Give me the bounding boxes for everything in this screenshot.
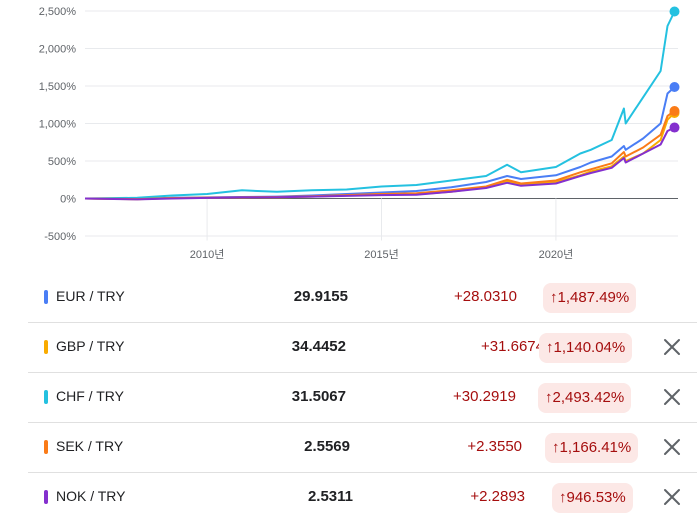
percent-change-badge: ↑1,487.49% (543, 283, 637, 313)
comparison-list: EUR / TRY 29.9155 +28.0310 ↑1,487.49% GB… (28, 273, 697, 522)
series-color-swatch (44, 490, 48, 504)
y-tick-label: 500% (48, 156, 76, 168)
percent-change-badge: ↑2,493.42% (538, 383, 632, 413)
pair-change: +31.6674 (481, 338, 544, 355)
close-icon[interactable] (660, 485, 684, 509)
pair-price: 29.9155 (293, 288, 348, 305)
x-tick-label: 2010년 (190, 248, 225, 261)
y-tick-label: 2,000% (39, 44, 77, 56)
series-end-marker (669, 122, 680, 133)
series-line-nok (84, 126, 675, 201)
y-tick-label: 1,000% (39, 119, 77, 131)
percent-change-badge: ↑1,140.04% (539, 333, 633, 363)
pair-change: +28.0310 (454, 288, 517, 305)
pair-price: 34.4452 (291, 338, 346, 355)
comparison-row-sek-try[interactable]: SEK / TRY 2.5569 +2.3550 ↑1,166.41% (28, 423, 697, 473)
percent-change-badge: ↑946.53% (552, 483, 633, 513)
series-end-marker (669, 6, 680, 17)
pair-label: SEK / TRY (56, 438, 124, 454)
comparison-chart[interactable]: 2,500% 2,000% 1,500% 1,000% 500% 0% -500% 2010년… (0, 0, 697, 270)
x-tick-label: 2015년 (364, 248, 399, 261)
pair-change: +2.3550 (467, 438, 522, 455)
pair-label: NOK / TRY (56, 488, 126, 504)
series-color-swatch (44, 390, 48, 404)
pair-price: 2.5569 (304, 438, 350, 455)
pair-label: GBP / TRY (56, 338, 125, 354)
series-end-marker (669, 81, 680, 92)
y-tick-label: 1,500% (39, 81, 77, 93)
comparison-row-gbp-try[interactable]: GBP / TRY 34.4452 +31.6674 ↑1,140.04% (28, 323, 697, 373)
pair-label: EUR / TRY (56, 288, 125, 304)
close-icon[interactable] (660, 335, 684, 359)
series-color-swatch (44, 290, 48, 304)
x-tick-label: 2020년 (539, 248, 574, 261)
series-line-chf (84, 11, 676, 200)
comparison-row-chf-try[interactable]: CHF / TRY 31.5067 +30.2919 ↑2,493.42% (28, 373, 697, 423)
y-tick-label: 0% (60, 194, 76, 206)
close-icon[interactable] (660, 435, 684, 459)
y-tick-label: 2,500% (39, 6, 77, 18)
comparison-row-nok-try[interactable]: NOK / TRY 2.5311 +2.2893 ↑946.53% (28, 473, 697, 522)
series-line-eur (84, 86, 676, 200)
pair-price: 31.5067 (291, 388, 346, 405)
pair-change: +2.2893 (470, 488, 525, 505)
series-color-swatch (44, 340, 48, 354)
series-color-swatch (44, 440, 48, 454)
series-end-marker (669, 106, 680, 117)
pair-price: 2.5311 (307, 488, 353, 505)
pair-change: +30.2919 (453, 388, 516, 405)
y-tick-label: -500% (44, 231, 76, 243)
percent-change-badge: ↑1,166.41% (545, 433, 639, 463)
comparison-row-eur-try[interactable]: EUR / TRY 29.9155 +28.0310 ↑1,487.49% (28, 273, 697, 323)
pair-label: CHF / TRY (56, 388, 124, 404)
close-icon[interactable] (660, 385, 684, 409)
